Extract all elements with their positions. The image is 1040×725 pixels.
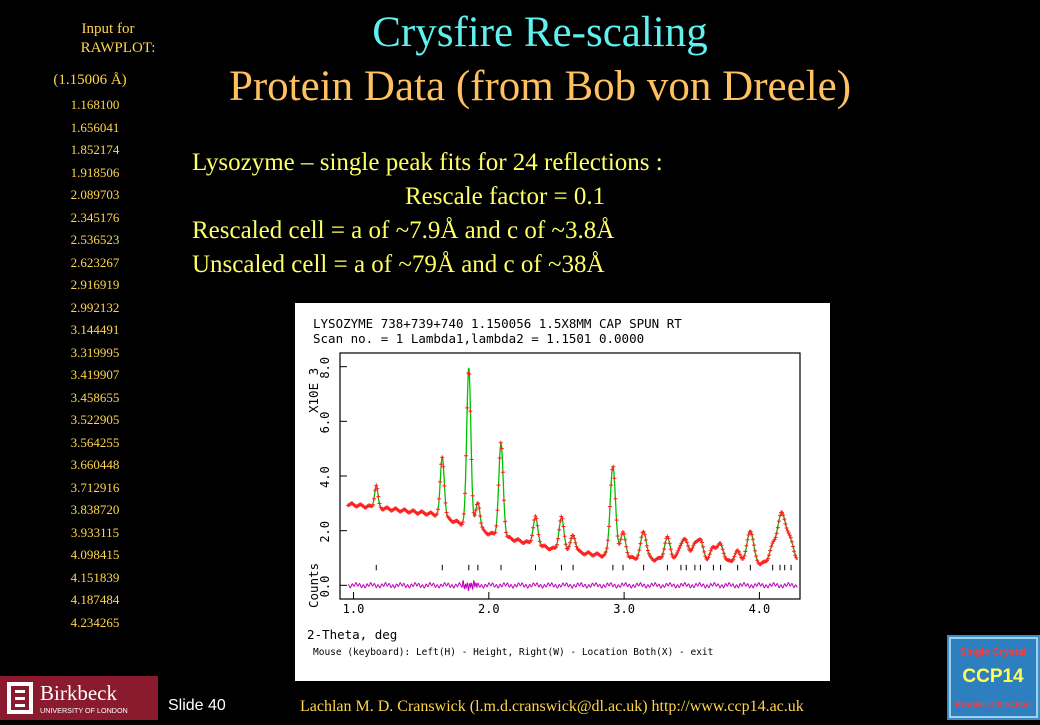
observed-points bbox=[346, 371, 799, 567]
slide-number: Slide 40 bbox=[168, 697, 226, 714]
d-value-item: 3.144491 bbox=[70, 322, 120, 337]
x-tick-label: 2.0 bbox=[478, 602, 500, 616]
d-value-item: 2.089703 bbox=[70, 187, 120, 202]
x-tick-label: 4.0 bbox=[749, 602, 771, 616]
plot-xlabel: 2-Theta, deg bbox=[307, 627, 397, 642]
d-value-item: 3.564255 bbox=[70, 434, 120, 450]
ccp14-top: Single Crystal bbox=[960, 647, 1027, 658]
plot-header1: LYSOZYME 738+739+740 1.150056 1.5X8MM CA… bbox=[313, 316, 682, 331]
ccp14-mid: CCP14 bbox=[962, 666, 1024, 687]
y-tick-label: 0.0 bbox=[318, 576, 332, 598]
d-value-item: 2.345176 bbox=[70, 209, 120, 225]
slide-title-line2: Protein Data (from Bob von Dreele) bbox=[228, 63, 852, 110]
d-value-item: 3.319995 bbox=[70, 344, 120, 360]
x-tick-label: 3.0 bbox=[613, 602, 635, 616]
d-value-item: 1.918506 bbox=[70, 164, 120, 180]
rescale-factor-line: Rescale factor = 0.1 bbox=[405, 183, 606, 210]
description-block: Lysozyme – single peak fits for 24 refle… bbox=[192, 146, 832, 282]
input-heading-line2: RAWPLOT: bbox=[80, 40, 156, 56]
plot-area: 0.0 2.0 4.0 6.0 8.0 1.0 2.0 3.0 4.0 bbox=[318, 352, 801, 616]
y-tick-label: 4.0 bbox=[318, 466, 332, 488]
d-value-item: 2.536523 bbox=[70, 232, 120, 247]
plot-footer: Mouse (keyboard): Left(H) - Height, Righ… bbox=[313, 647, 713, 658]
d-value-item: 4.098415 bbox=[70, 547, 120, 562]
d-value-item: 3.933115 bbox=[70, 524, 120, 540]
plot-yscale: X10E 3 bbox=[306, 368, 321, 413]
y-tick-label: 2.0 bbox=[318, 521, 332, 543]
d-value-item: 2.992132 bbox=[70, 299, 120, 315]
d-value-item: 4.187484 bbox=[70, 592, 120, 607]
d-value-item: 2.623267 bbox=[70, 254, 120, 270]
plot-header2: Scan no. = 1 Lambda1,lambda2 = 1.1501 0.… bbox=[313, 331, 644, 346]
d-value-item: 3.712916 bbox=[70, 479, 120, 495]
birkbeck-sub: UNIVERSITY OF LONDON bbox=[40, 706, 128, 715]
description-line1: Lysozyme – single peak fits for 24 refle… bbox=[192, 149, 663, 176]
d-value-item: 3.838720 bbox=[70, 502, 120, 517]
birkbeck-crest-icon: Birkbeck UNIVERSITY OF LONDON bbox=[7, 681, 128, 715]
powder-diffraction-plot[interactable]: LYSOZYME 738+739+740 1.150056 1.5X8MM CA… bbox=[295, 303, 830, 681]
d-value-item: 3.660448 bbox=[70, 457, 120, 472]
difference-curve bbox=[347, 580, 798, 592]
d-value-item: 3.458655 bbox=[70, 389, 120, 405]
plot-ylabel: Counts bbox=[306, 563, 321, 608]
d-value-item: 1.168100 bbox=[70, 97, 120, 112]
wavelength-label: (1.15006 Å) bbox=[53, 72, 127, 88]
ccp14-bottom: Powder Diffraction bbox=[955, 699, 1031, 709]
input-heading-line1: Input for bbox=[81, 21, 135, 37]
d-value-item: 3.419907 bbox=[70, 367, 120, 382]
input-heading: Input for RAWPLOT: bbox=[48, 20, 168, 58]
d-value-item: 4.234265 bbox=[70, 614, 120, 630]
y-tick-label: 8.0 bbox=[318, 357, 332, 379]
rawplot-window[interactable]: LYSOZYME 738+739+740 1.150056 1.5X8MM CA… bbox=[295, 303, 830, 681]
slide-title-line1: Crysfire Re-scaling bbox=[372, 9, 708, 56]
birkbeck-logo: Birkbeck UNIVERSITY OF LONDON bbox=[0, 676, 158, 720]
rescaled-cell-line: Rescaled cell = a of ~7.9Å and c of ~3.8… bbox=[192, 217, 615, 244]
d-value-item: 1.656041 bbox=[70, 119, 120, 135]
d-value-item: 4.151839 bbox=[70, 569, 120, 585]
birkbeck-name: Birkbeck bbox=[40, 681, 117, 705]
unscaled-cell-line: Unscaled cell = a of ~79Å and c of ~38Å bbox=[192, 251, 605, 278]
d-value-item: 3.522905 bbox=[70, 412, 120, 427]
ccp14-logo: Single Crystal CCP14 Powder Diffraction bbox=[947, 635, 1040, 720]
ccp14-badge-icon: Single Crystal CCP14 Powder Diffraction bbox=[949, 637, 1038, 718]
d-value-item: 2.916919 bbox=[70, 277, 120, 292]
credit-footer: Lachlan M. D. Cranswick (l.m.d.cranswick… bbox=[300, 698, 804, 715]
x-tick-label: 1.0 bbox=[343, 602, 365, 616]
d-value-item: 1.852174 bbox=[70, 142, 120, 157]
y-tick-label: 6.0 bbox=[318, 412, 332, 434]
